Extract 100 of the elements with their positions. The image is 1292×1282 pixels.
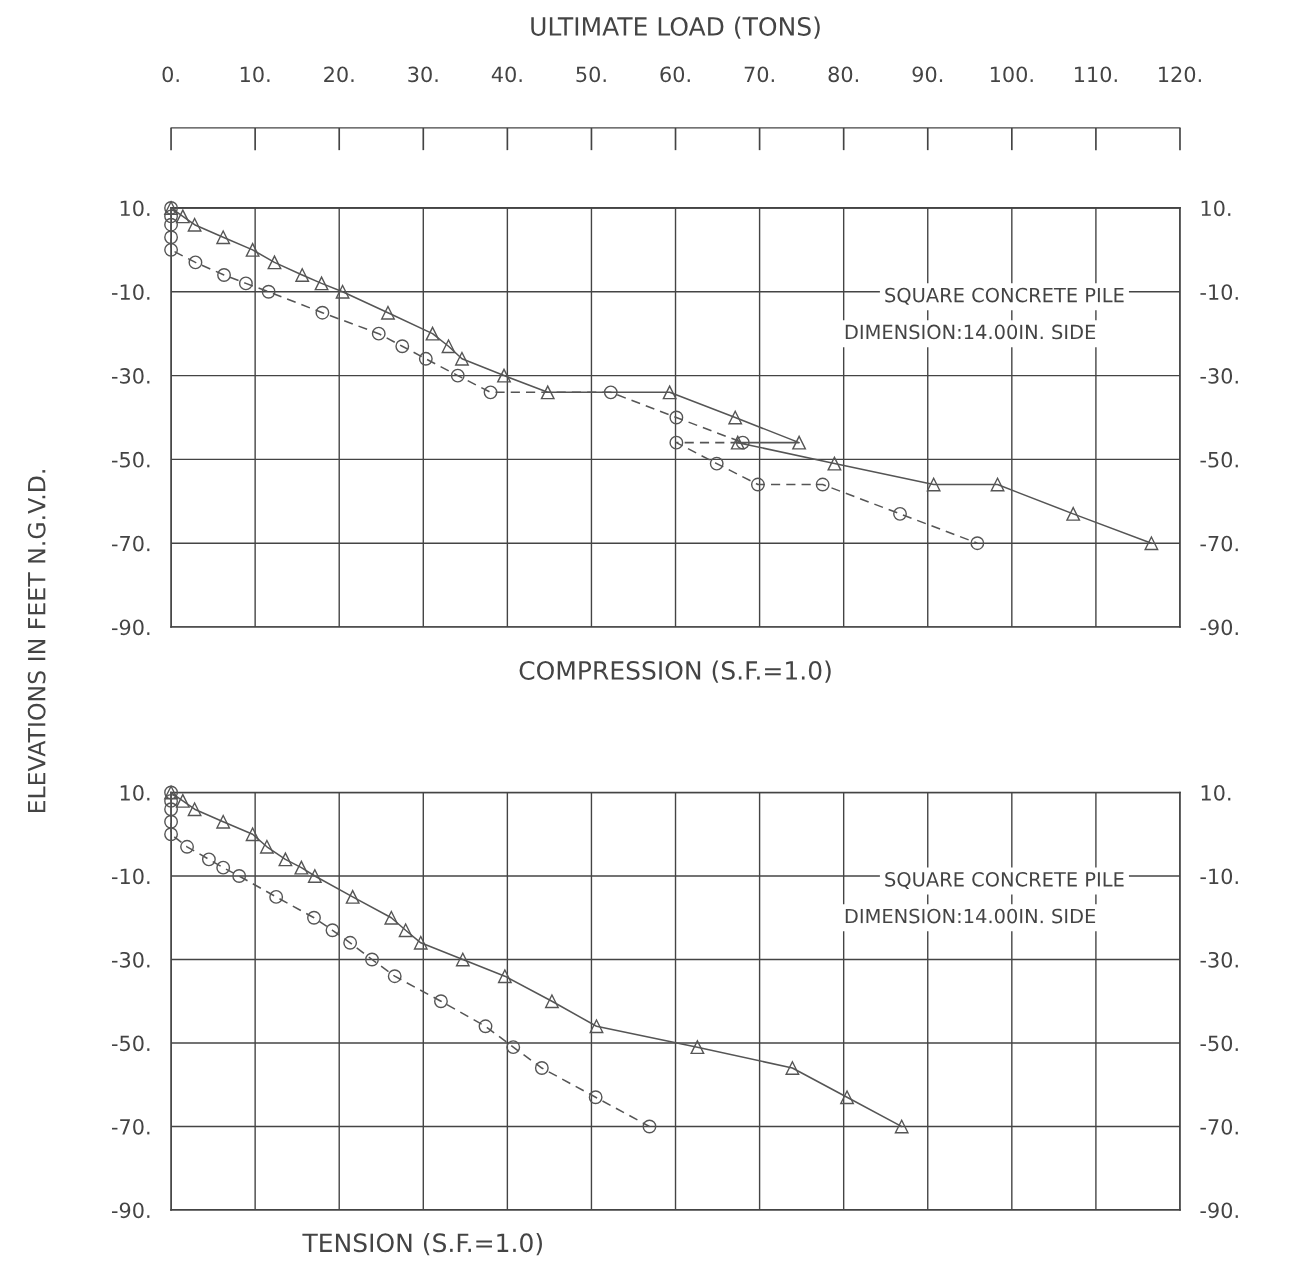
point (387, 969, 402, 984)
point (175, 209, 190, 224)
point (544, 994, 559, 1009)
point (589, 1019, 604, 1034)
point (164, 209, 179, 224)
point (314, 276, 329, 291)
point (785, 1061, 800, 1075)
x-tick-label: 50. (576, 66, 606, 83)
point (164, 217, 179, 232)
point (164, 242, 179, 257)
point (307, 869, 322, 883)
point (1066, 506, 1081, 521)
y-tick-label: 10. (120, 200, 150, 217)
annotation: DIMENSION:14.00IN. SIDE (845, 324, 1096, 340)
point (455, 952, 470, 967)
text: COMPRESSION (S.F.=1.0) (519, 660, 831, 683)
point (278, 852, 293, 867)
point (267, 255, 282, 270)
y2-tick-label: 10. (1201, 200, 1231, 217)
point (295, 268, 310, 282)
point (730, 435, 745, 450)
point (728, 410, 743, 425)
point (990, 477, 1005, 492)
y-tick-label: -30. (111, 951, 150, 968)
point (238, 276, 253, 291)
point (381, 305, 395, 320)
point (827, 456, 842, 471)
point (603, 385, 618, 400)
annotation: DIMENSION:14.00IN. SIDE (845, 908, 1096, 924)
point (175, 793, 190, 808)
point (497, 969, 512, 984)
x-tick-label: 40. (491, 66, 522, 83)
point (216, 230, 231, 245)
y-tick-label: -70. (111, 535, 150, 552)
point (497, 368, 511, 383)
x-tick-label: 0. (162, 66, 179, 83)
point (259, 839, 274, 854)
point (245, 242, 260, 257)
point (315, 305, 330, 320)
point (188, 255, 203, 270)
y-tick-label: -10. (111, 284, 150, 300)
point (642, 1119, 657, 1134)
point (216, 860, 231, 875)
y2-tick-label: -70. (1200, 1118, 1238, 1135)
x-tick-label: 90. (912, 66, 943, 83)
point (180, 839, 194, 854)
point (371, 326, 386, 341)
point (245, 827, 260, 842)
point (455, 351, 469, 366)
point (384, 910, 399, 925)
point (478, 1019, 493, 1034)
x-tick-label: 70. (744, 66, 774, 83)
y2-tick-label: -90. (1200, 619, 1238, 636)
y2-tick-label: -30. (1200, 368, 1238, 384)
point (750, 477, 765, 492)
point (294, 860, 309, 875)
point (261, 284, 276, 299)
point (840, 1090, 854, 1105)
y2-tick-label: -10. (1200, 284, 1238, 300)
point (669, 410, 684, 425)
point (534, 1061, 549, 1075)
point (307, 910, 321, 925)
y2-tick-label: -30. (1200, 951, 1238, 968)
point (815, 477, 830, 492)
point (216, 814, 231, 829)
point (398, 923, 413, 938)
y-tick-label: -50. (111, 451, 150, 468)
text: TENSION (S.F.=1.0) (302, 1232, 542, 1256)
point (709, 456, 724, 471)
y2-tick-label: -90. (1200, 1202, 1238, 1219)
y2-tick-label: -50. (1200, 1035, 1238, 1052)
point (164, 793, 179, 808)
point (893, 506, 907, 521)
point (434, 994, 448, 1009)
point (418, 351, 433, 366)
x-tick-label: 110. (1075, 66, 1117, 83)
y-tick-label: -90. (111, 1202, 150, 1219)
x-tick-label: 120. (1159, 66, 1201, 83)
point (217, 268, 231, 282)
x-tick-label: 20. (324, 66, 354, 83)
annotation: SQUARE CONCRETE PILE (885, 287, 1124, 305)
point (187, 802, 202, 817)
point (690, 1040, 705, 1055)
point (232, 869, 247, 883)
point (441, 339, 456, 354)
point (335, 284, 350, 299)
point (365, 952, 379, 967)
x-tick-label: 60. (660, 66, 690, 83)
point (792, 435, 807, 450)
point (894, 1119, 909, 1134)
x-tick-label: 80. (828, 66, 858, 83)
x-tick-label: 100. (990, 66, 1033, 83)
y-axis-title: ELEVATIONS IN FEET N.G.V.D. (27, 470, 46, 813)
point (325, 923, 340, 938)
point (269, 889, 284, 904)
point (164, 814, 179, 829)
point (735, 435, 750, 450)
point (164, 827, 179, 842)
point (483, 385, 498, 400)
point (662, 385, 677, 400)
